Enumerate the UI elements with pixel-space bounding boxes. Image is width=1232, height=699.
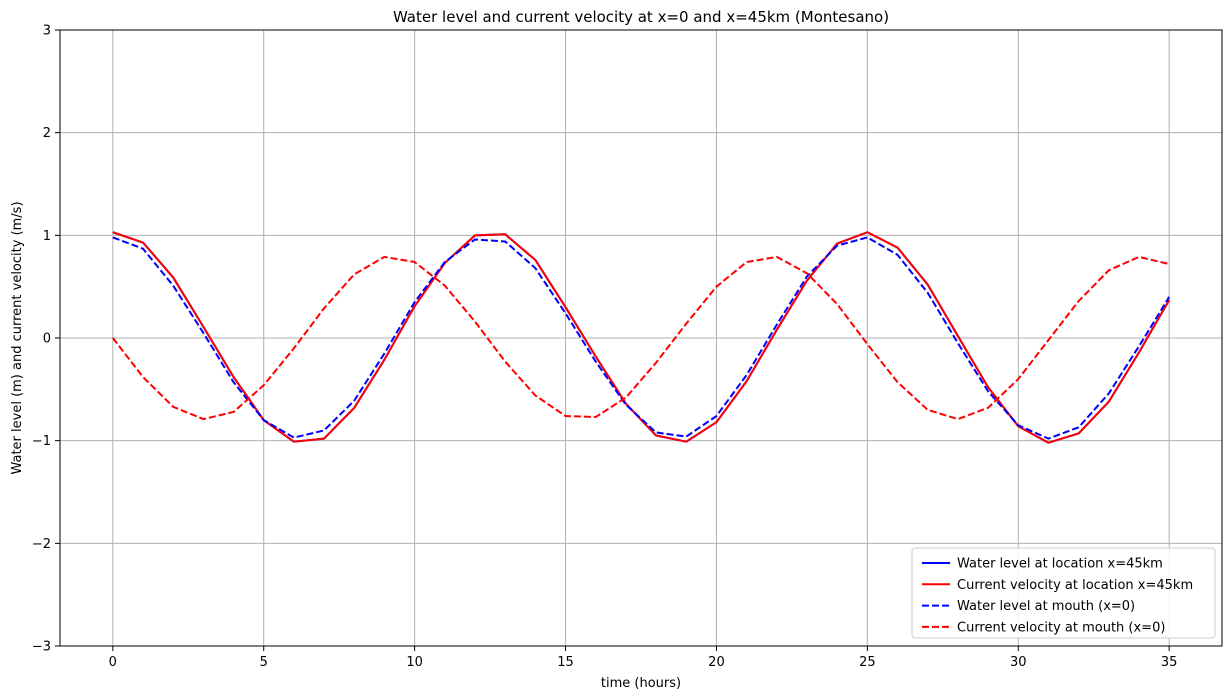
legend-label: Current velocity at location x=45km xyxy=(957,578,1193,593)
legend-label: Water level at location x=45km xyxy=(957,557,1163,572)
chart-title: Water level and current velocity at x=0 … xyxy=(393,8,889,26)
series-line-4 xyxy=(112,255,1170,421)
x-tick-label: 35 xyxy=(1161,655,1178,670)
legend-label: Water level at mouth (x=0) xyxy=(957,599,1135,614)
y-tick-label: 2 xyxy=(43,126,51,141)
y-tick-label: 1 xyxy=(43,229,51,244)
x-tick-label: 20 xyxy=(708,655,725,670)
x-tick-label: 30 xyxy=(1010,655,1027,670)
x-tick-label: 0 xyxy=(109,655,117,670)
legend-label: Current velocity at mouth (x=0) xyxy=(957,620,1165,635)
legend-box xyxy=(911,547,1216,639)
x-tick-label: 5 xyxy=(260,655,268,670)
y-tick-label: −2 xyxy=(32,537,51,552)
x-tick-label: 15 xyxy=(557,655,574,670)
y-axis-label: Water level (m) and current velocity (m/… xyxy=(10,201,25,474)
y-tick-label: −1 xyxy=(32,434,51,449)
y-tick-label: −3 xyxy=(32,640,51,655)
ticks: 0 5 10 15 20 25 30 35 −3 −2 −1 0 1 2 3 xyxy=(32,24,1178,671)
series-line-3 xyxy=(112,236,1171,440)
legend: Water level at location x=45km Current ve… xyxy=(911,547,1216,639)
x-tick-label: 10 xyxy=(406,655,423,670)
x-axis-label: time (hours) xyxy=(601,676,681,691)
y-tick-label: 3 xyxy=(43,24,51,39)
y-tick-label: 0 xyxy=(43,332,51,347)
x-tick-label: 25 xyxy=(859,655,876,670)
series-layer xyxy=(112,231,1171,444)
series-line-2 xyxy=(112,231,1171,444)
